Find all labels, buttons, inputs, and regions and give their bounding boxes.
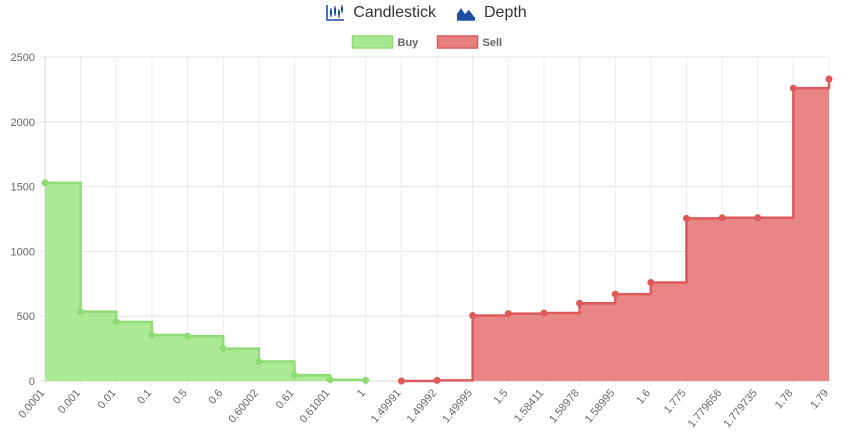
data-point-buy: [219, 345, 227, 353]
data-point-sell: [540, 309, 548, 317]
x-tick-label: 0.1: [135, 387, 154, 406]
y-tick-label: 500: [17, 311, 35, 323]
legend-label-buy: Buy: [398, 37, 420, 49]
series-area-buy: [45, 182, 366, 381]
x-tick-label: 1.58411: [512, 387, 546, 425]
candlestick-chart-icon: [326, 5, 345, 21]
data-point-buy: [77, 308, 85, 316]
data-point-buy: [362, 376, 370, 384]
data-point-sell: [397, 377, 405, 385]
data-point-buy: [112, 318, 120, 326]
x-tick-label: 0.001: [56, 387, 83, 416]
x-tick-label: 1.49992: [405, 387, 440, 425]
x-tick-label: 1.58995: [583, 387, 618, 425]
x-tick-label: 1: [355, 387, 368, 399]
data-point-sell: [469, 312, 477, 320]
x-tick-label: 1.79: [808, 387, 831, 411]
y-tick-label: 1500: [11, 182, 35, 194]
y-tick-label: 1000: [11, 246, 35, 258]
legend-label-sell: Sell: [483, 37, 503, 49]
data-point-buy: [290, 371, 298, 379]
data-point-sell: [682, 214, 690, 222]
y-tick-label: 0: [29, 376, 35, 388]
y-tick-label: 2000: [11, 117, 35, 129]
data-point-buy: [148, 331, 156, 339]
tab-candlestick[interactable]: Candlestick: [325, 4, 436, 22]
x-tick-label: 1.5: [492, 387, 511, 406]
data-point-sell: [576, 299, 584, 307]
data-point-sell: [433, 376, 441, 384]
x-tick-label: 0.61: [274, 387, 297, 411]
area-chart-icon: [456, 5, 476, 21]
x-tick-label: 0.6: [206, 387, 225, 406]
x-tick-label: 0.5: [171, 387, 190, 406]
data-point-sell: [611, 290, 619, 298]
x-tick-label: 1.58978: [547, 387, 582, 425]
x-tick-label: 1.775: [662, 387, 689, 416]
x-tick-label: 1.49991: [369, 387, 404, 425]
legend-swatch-sell: [436, 35, 479, 49]
x-tick-label: 1.49995: [440, 387, 475, 425]
tab-candlestick-label: Candlestick: [353, 4, 436, 21]
data-point-buy: [41, 179, 49, 187]
x-tick-label: 1.6: [634, 387, 653, 406]
x-tick-label: 0.61001: [298, 387, 333, 425]
x-tick-label: 0.60002: [226, 387, 261, 425]
x-tick-label: 1.779735: [721, 387, 760, 430]
y-tick-label: 2500: [11, 52, 35, 64]
series-line-sell: [401, 79, 831, 383]
x-tick-label: 1.779656: [686, 387, 725, 430]
tab-depth[interactable]: Depth: [456, 4, 527, 22]
series-line-buy: [45, 181, 367, 381]
data-point-buy: [184, 332, 192, 340]
x-tick-label: 0.0001: [16, 387, 47, 420]
data-point-sell: [825, 75, 833, 83]
data-point-sell: [754, 214, 762, 222]
data-point-sell: [647, 279, 655, 287]
chart-type-tabs: Candlestick Depth: [0, 0, 852, 26]
data-point-buy: [326, 376, 334, 384]
data-point-sell: [789, 84, 797, 92]
data-point-sell: [504, 310, 512, 318]
data-point-buy: [255, 358, 263, 366]
series-area-sell: [401, 79, 829, 382]
legend-swatch-buy: [351, 35, 394, 49]
x-tick-label: 1.78: [773, 387, 796, 411]
data-point-sell: [718, 214, 726, 222]
x-tick-label: 0.01: [96, 387, 119, 411]
tab-depth-label: Depth: [484, 4, 527, 21]
